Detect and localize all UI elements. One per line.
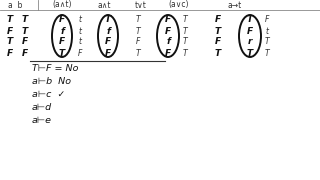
Text: f: f xyxy=(60,26,64,35)
Text: T: T xyxy=(22,26,28,35)
Text: a⊢c  ✓: a⊢c ✓ xyxy=(32,90,65,99)
Text: a→t: a→t xyxy=(228,1,242,10)
Text: F: F xyxy=(265,15,269,24)
Text: f: f xyxy=(166,37,170,46)
Text: T: T xyxy=(136,26,140,35)
Text: a∧t: a∧t xyxy=(98,1,111,10)
Text: t: t xyxy=(78,26,82,35)
Text: F: F xyxy=(22,37,28,46)
Text: T: T xyxy=(136,48,140,57)
Text: T: T xyxy=(22,15,28,24)
Text: F: F xyxy=(59,15,65,24)
Text: a⊢e: a⊢e xyxy=(32,116,52,125)
Text: T⊢F = No: T⊢F = No xyxy=(32,64,78,73)
Text: F: F xyxy=(215,15,221,24)
Text: t: t xyxy=(266,26,268,35)
Text: F: F xyxy=(59,37,65,46)
Text: T: T xyxy=(59,48,65,57)
Text: F: F xyxy=(215,37,221,46)
Text: F: F xyxy=(105,48,111,57)
Text: a⊢b  No: a⊢b No xyxy=(32,77,71,86)
Text: F: F xyxy=(165,15,171,24)
Text: T: T xyxy=(215,26,221,35)
Text: F: F xyxy=(22,48,28,57)
Text: T: T xyxy=(265,37,269,46)
Text: F: F xyxy=(7,26,13,35)
Text: F: F xyxy=(136,37,140,46)
Text: t: t xyxy=(78,15,82,24)
Text: T: T xyxy=(7,37,13,46)
Text: T: T xyxy=(7,15,13,24)
Text: t: t xyxy=(78,37,82,46)
Text: T: T xyxy=(105,15,111,24)
Text: F: F xyxy=(7,48,13,57)
Text: a⊢d: a⊢d xyxy=(32,103,52,112)
Text: F: F xyxy=(165,48,171,57)
Text: T: T xyxy=(183,37,187,46)
Text: T: T xyxy=(183,15,187,24)
Text: F: F xyxy=(165,26,171,35)
Text: F: F xyxy=(247,26,253,35)
Text: T: T xyxy=(215,48,221,57)
Text: T: T xyxy=(247,48,253,57)
Text: (a∨c): (a∨c) xyxy=(168,1,188,10)
Text: f: f xyxy=(106,26,110,35)
Text: F: F xyxy=(105,37,111,46)
Text: F: F xyxy=(78,48,82,57)
Text: T: T xyxy=(247,15,253,24)
Text: (a∧t): (a∧t) xyxy=(52,1,71,10)
Text: a  b: a b xyxy=(8,1,22,10)
Text: t∨t: t∨t xyxy=(135,1,147,10)
Text: T: T xyxy=(265,48,269,57)
Text: T: T xyxy=(183,48,187,57)
Text: T: T xyxy=(136,15,140,24)
Text: r: r xyxy=(248,37,252,46)
Text: T: T xyxy=(183,26,187,35)
